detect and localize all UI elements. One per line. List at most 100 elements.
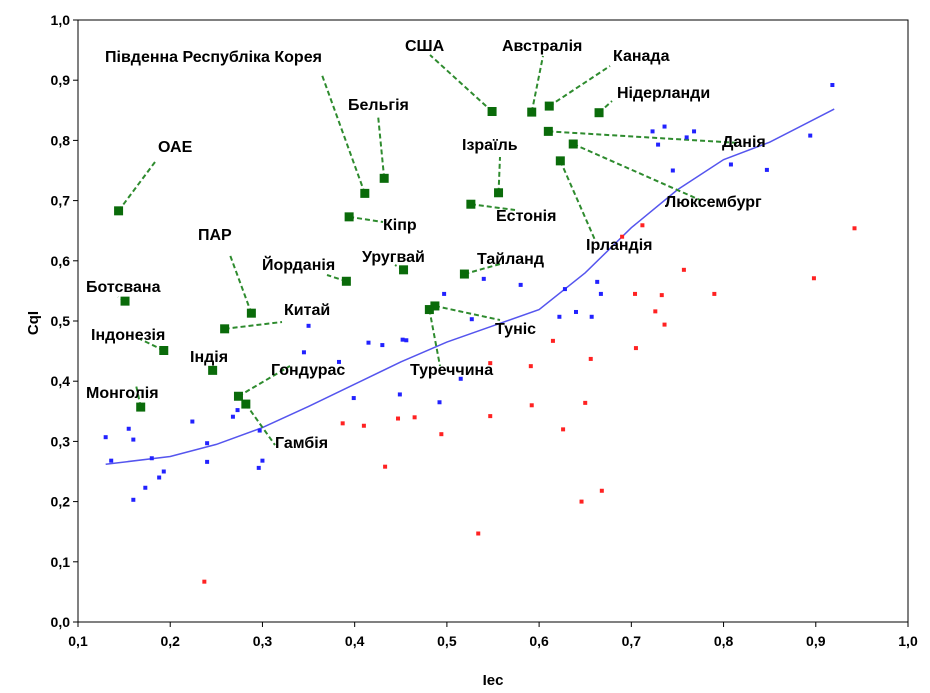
y-tick-label: 0,3: [51, 433, 71, 449]
country-marker: [379, 173, 389, 183]
x-tick-label: 0,3: [253, 633, 273, 649]
country-label: Йорданія: [262, 255, 335, 274]
leader-line: [377, 114, 386, 179]
country-label: ПАР: [198, 227, 232, 244]
country-marker: [594, 108, 604, 118]
red-point: [361, 423, 366, 428]
blue-point: [650, 129, 655, 134]
country-marker: [233, 391, 243, 401]
x-tick-label: 0,9: [806, 633, 826, 649]
country-marker: [487, 107, 497, 117]
blue-point: [656, 142, 661, 147]
blue-point: [366, 340, 371, 345]
country-marker: [568, 139, 578, 149]
red-point: [383, 464, 388, 469]
blue-point: [109, 458, 114, 463]
red-point: [811, 276, 816, 281]
y-tick-label: 0,4: [51, 373, 71, 389]
y-tick-label: 1,0: [51, 12, 71, 28]
red-point: [633, 346, 638, 351]
blue-point: [692, 129, 697, 134]
y-axis-title: CqI: [25, 311, 42, 335]
leader-line: [434, 304, 501, 321]
country-marker: [120, 296, 130, 306]
y-tick-label: 0,6: [51, 253, 71, 269]
red-point: [662, 322, 667, 327]
plot-area: [77, 19, 909, 623]
blue-point: [131, 437, 136, 442]
leader-line: [464, 263, 501, 276]
country-label: США: [405, 38, 445, 55]
red-point: [550, 338, 555, 343]
x-tick-label: 0,5: [437, 633, 457, 649]
country-label: Бельгія: [348, 97, 409, 114]
country-label: Тайланд: [477, 251, 544, 268]
blue-point: [562, 287, 567, 292]
country-label: Ірландія: [586, 237, 652, 254]
blue-point: [684, 135, 689, 140]
red-point: [412, 415, 417, 420]
leader-line: [548, 130, 741, 144]
blue-point: [397, 392, 402, 397]
blue-point: [257, 428, 262, 433]
leader-line: [237, 365, 291, 398]
leader-line: [429, 54, 493, 113]
country-labels: ОАЕ Ботсвана Індонезія Монголія Індія ПАР Кита…: [86, 38, 766, 452]
blue-point: [126, 426, 131, 431]
leader-line: [497, 156, 501, 193]
blue-point: [469, 317, 474, 322]
country-label: Південна Республіка Корея: [105, 49, 322, 66]
x-axis-title: Iec: [483, 672, 504, 689]
red-point: [579, 499, 584, 504]
country-label: Ізраїль: [462, 137, 518, 154]
red-point: [439, 432, 444, 437]
country-label: Туніс: [495, 321, 536, 338]
leader-line: [572, 143, 701, 201]
red-point: [202, 579, 207, 584]
blue-point: [260, 458, 265, 463]
red-point: [340, 421, 345, 426]
x-tick-label: 0,2: [160, 633, 180, 649]
blue-point: [351, 396, 356, 401]
leader-line: [245, 403, 276, 446]
country-label: Естонія: [496, 208, 556, 225]
red-point: [640, 223, 645, 228]
red-point: [620, 234, 625, 239]
red-point: [396, 416, 401, 421]
country-label: Люксембург: [665, 194, 762, 211]
blue-point: [595, 279, 600, 284]
y-tick-label: 0,8: [51, 132, 71, 148]
trend-line: [105, 108, 835, 466]
blue-point: [458, 376, 463, 381]
blue-point: [336, 359, 341, 364]
country-marker: [114, 206, 124, 216]
blue-point: [728, 162, 733, 167]
red-point: [476, 531, 481, 536]
red-point: [561, 427, 566, 432]
country-label: Монголія: [86, 385, 159, 402]
red-point: [681, 267, 686, 272]
blue-point: [301, 350, 306, 355]
axis-ticks: 0,1 0,2 0,3 0,4 0,5 0,6 0,7 0,8 0,9 1,0 0,0 0,1 0,2 0…: [51, 12, 918, 649]
country-marker: [424, 305, 434, 315]
blue-point: [190, 419, 195, 424]
country-marker: [360, 188, 370, 198]
country-marker: [494, 188, 504, 198]
blue-point: [161, 469, 166, 474]
x-tick-label: 0,6: [529, 633, 549, 649]
blue-point: [481, 276, 486, 281]
red-point: [488, 414, 493, 419]
blue-point: [404, 338, 409, 343]
blue-point: [131, 497, 136, 502]
y-tick-label: 0,1: [51, 554, 71, 570]
blue-point: [230, 414, 235, 419]
red-point: [633, 291, 638, 296]
red-point: [528, 364, 533, 369]
trend-curve: [105, 108, 835, 466]
blue-point: [103, 435, 108, 440]
blue-point: [574, 309, 578, 314]
blue-point: [589, 314, 594, 319]
leader-line: [530, 55, 544, 113]
blue-point: [205, 459, 210, 464]
